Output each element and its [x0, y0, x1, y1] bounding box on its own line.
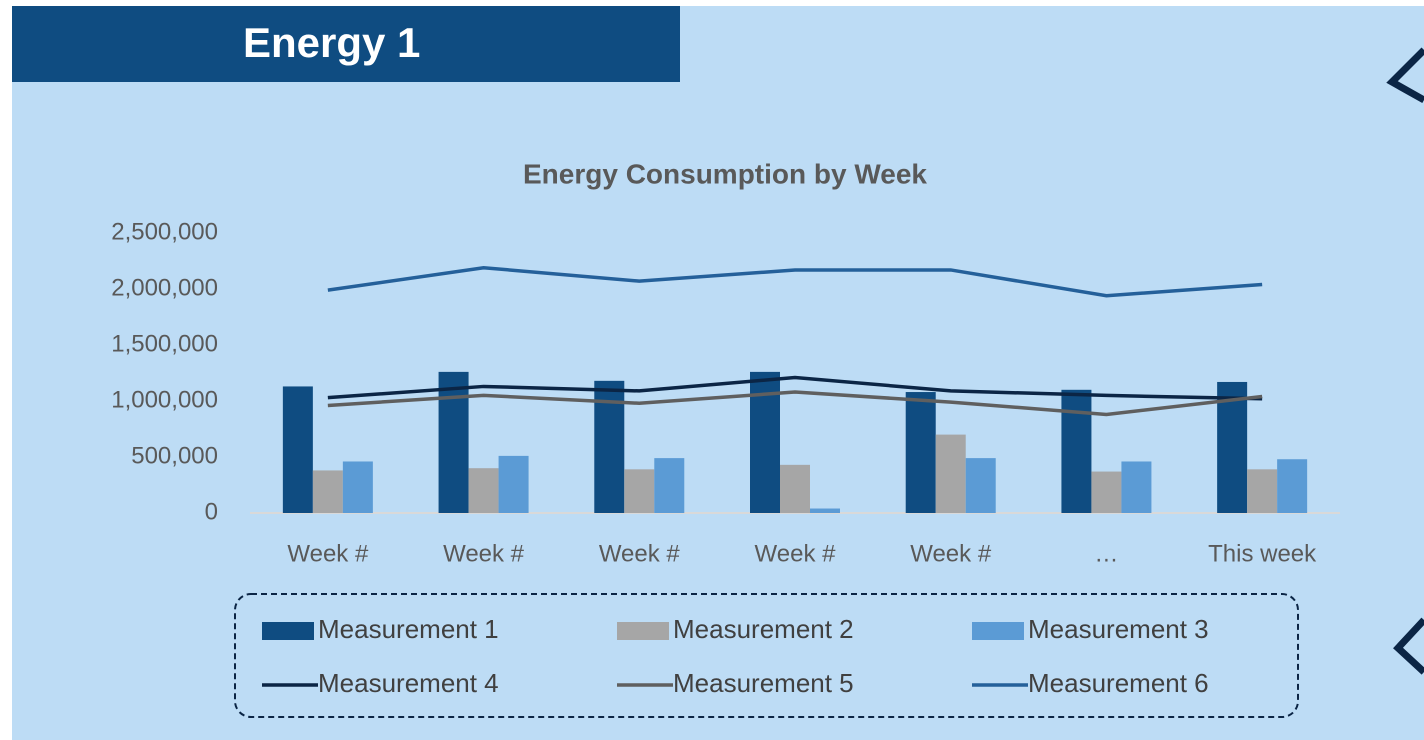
x-tick-label: This week — [1208, 540, 1317, 567]
arrow-icon — [1386, 47, 1424, 104]
y-tick-label: 1,000,000 — [111, 386, 218, 413]
legend-label: Measurement 2 — [673, 614, 854, 644]
line-series — [327, 390, 1263, 417]
y-tick-label: 0 — [205, 498, 218, 525]
bar — [1091, 471, 1122, 513]
x-tick-label: Week # — [910, 540, 992, 567]
bar — [1061, 389, 1092, 513]
arrow-icon — [1393, 617, 1424, 675]
legend-label: Measurement 1 — [318, 614, 499, 644]
header-bar — [12, 6, 680, 82]
x-tick-label: Week # — [755, 540, 837, 567]
legend-label: Measurement 3 — [1028, 614, 1209, 644]
bar — [282, 386, 313, 513]
y-tick-label: 2,500,000 — [111, 218, 218, 245]
bar — [498, 455, 529, 513]
legend-swatch — [262, 622, 314, 640]
bar — [468, 468, 499, 513]
header-title: Energy 1 — [243, 19, 420, 66]
bar — [312, 470, 343, 513]
panel — [12, 6, 1424, 740]
legend-swatch — [617, 622, 669, 640]
bar — [935, 434, 966, 513]
bar — [1217, 381, 1248, 513]
legend-box — [234, 593, 1299, 718]
y-tick-label: 500,000 — [131, 442, 218, 469]
line-series — [327, 375, 1263, 401]
bar — [810, 508, 840, 513]
legend-label: Measurement 4 — [318, 668, 499, 698]
bar — [654, 458, 685, 513]
x-tick-label: Week # — [599, 540, 681, 567]
y-tick-label: 1,500,000 — [111, 330, 218, 357]
bar — [1121, 461, 1152, 513]
legend-label: Measurement 5 — [673, 668, 854, 698]
bar — [780, 464, 810, 513]
bar — [1247, 469, 1278, 513]
bar — [905, 392, 936, 513]
bar — [624, 469, 655, 513]
x-tick-label: Week # — [443, 540, 525, 567]
x-tick-label: Week # — [287, 540, 369, 567]
bar — [965, 458, 996, 513]
x-tick-label: … — [1094, 540, 1118, 567]
bar — [438, 371, 469, 513]
legend-label: Measurement 6 — [1028, 668, 1209, 698]
bar — [1277, 459, 1308, 513]
y-tick-label: 2,000,000 — [111, 274, 218, 301]
chart-title: Energy Consumption by Week — [523, 158, 927, 189]
bar — [342, 461, 373, 513]
legend-swatch — [972, 622, 1024, 640]
line-series — [327, 265, 1263, 298]
